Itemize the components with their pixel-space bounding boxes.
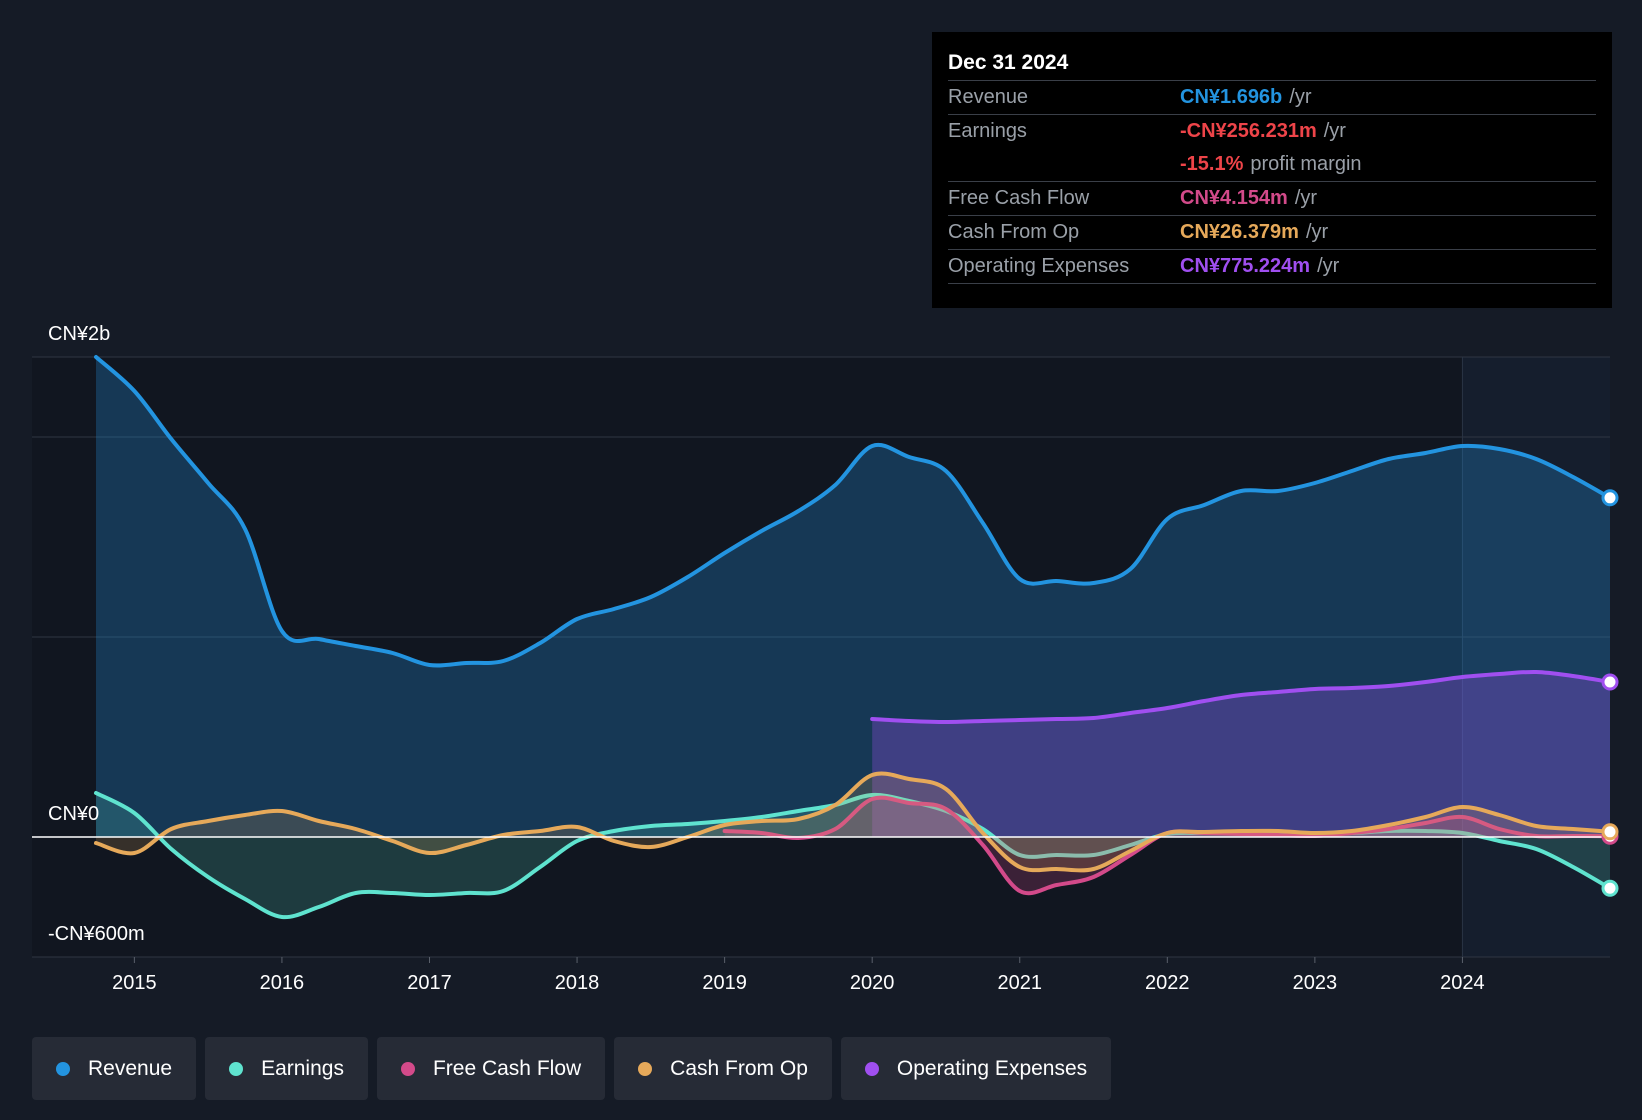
- tooltip-value: CN¥26.379m: [1180, 221, 1299, 243]
- revenue-end-marker: [1601, 489, 1619, 507]
- tooltip-label: Cash From Op: [948, 221, 1080, 243]
- cash-from-op-area: [96, 773, 1610, 871]
- tooltip-row-free-cash-flow: Free Cash Flow CN¥4.154m /yr: [948, 181, 1596, 215]
- x-tick-label: 2017: [407, 972, 452, 994]
- y-tick-label-top: CN¥2b: [48, 323, 110, 345]
- x-tick-label: 2015: [112, 972, 157, 994]
- tooltip-label: Revenue: [948, 86, 1029, 108]
- legend-item-free-cash-flow[interactable]: Free Cash Flow: [376, 1037, 606, 1100]
- legend-label: Revenue: [88, 1056, 173, 1080]
- tooltip-panel: Dec 31 2024 Revenue CN¥1.696b /yr Earnin…: [932, 32, 1612, 308]
- tooltip-suffix: /yr: [1317, 255, 1340, 277]
- operating-expenses-area: [872, 671, 1610, 837]
- operating-expenses-line: [870, 669, 1612, 724]
- cash-from-op-end-marker: [1601, 823, 1619, 841]
- tooltip-row-profit-margin: -15.1% profit margin: [948, 148, 1596, 181]
- earnings-end-marker: [1601, 879, 1619, 897]
- operating-expenses-end-marker: [1601, 673, 1619, 691]
- legend-item-revenue[interactable]: Revenue: [32, 1037, 197, 1100]
- tooltip-value: -CN¥256.231m: [1180, 120, 1317, 142]
- tooltip-suffix: /yr: [1323, 120, 1346, 142]
- free-cash-flow-area: [724, 797, 1610, 894]
- chart-plot-background: [32, 357, 1610, 957]
- x-tick-label: 2019: [702, 972, 747, 994]
- tooltip-value: CN¥1.696b: [1180, 86, 1283, 108]
- earnings-area: [96, 793, 1610, 918]
- tooltip-value: CN¥775.224m: [1180, 255, 1311, 277]
- cash-from-op-dot-icon: [638, 1061, 653, 1076]
- tooltip-date: Dec 31 2024: [948, 51, 1069, 74]
- legend-label: Free Cash Flow: [432, 1056, 582, 1080]
- operating-expenses-dot-icon: [864, 1061, 879, 1076]
- x-tick-label: 2018: [555, 972, 600, 994]
- tooltip-label: Earnings: [948, 120, 1027, 142]
- x-tick-label: 2022: [1145, 972, 1190, 994]
- tooltip-value: -15.1%: [1180, 153, 1244, 175]
- legend-item-operating-expenses[interactable]: Operating Expenses: [840, 1037, 1112, 1100]
- x-tick-label: 2020: [850, 972, 895, 994]
- y-tick-label-zero: CN¥0: [48, 803, 99, 825]
- revenue-line: [94, 355, 1612, 668]
- tooltip-row-earnings: Earnings -CN¥256.231m /yr: [948, 114, 1596, 148]
- y-tick-label-bottom: -CN¥600m: [48, 923, 145, 945]
- tooltip-suffix: /yr: [1289, 86, 1312, 108]
- tooltip-row-cash-from-op: Cash From Op CN¥26.379m /yr: [948, 215, 1596, 249]
- chart: CN¥2b CN¥0 -CN¥600m 2015 2016 2017 2018 2019…: [32, 323, 1619, 994]
- cash-from-op-line: [94, 771, 1612, 873]
- tooltip-suffix: /yr: [1294, 187, 1318, 209]
- legend-label: Earnings: [261, 1056, 344, 1080]
- x-tick-label: 2021: [997, 972, 1042, 994]
- legend-item-earnings[interactable]: Earnings: [205, 1037, 368, 1100]
- tooltip-suffix: /yr: [1305, 221, 1329, 243]
- tooltip-row-operating-expenses: Operating Expenses CN¥775.224m /yr: [948, 249, 1596, 283]
- tooltip-label: Operating Expenses: [948, 255, 1130, 277]
- legend-label: Operating Expenses: [896, 1056, 1088, 1080]
- tooltip-suffix: profit margin: [1250, 153, 1362, 175]
- revenue-area: [96, 357, 1610, 837]
- revenue-dot-icon: [56, 1061, 70, 1076]
- x-tick-label: 2024: [1440, 972, 1485, 994]
- tooltip-label: Free Cash Flow: [948, 187, 1090, 209]
- tooltip-value: CN¥4.154m: [1180, 187, 1288, 209]
- legend-item-cash-from-op[interactable]: Cash From Op: [614, 1037, 832, 1100]
- legend-label: Cash From Op: [670, 1056, 808, 1080]
- tooltip-label: [948, 148, 1180, 181]
- x-tick-label: 2016: [260, 972, 305, 994]
- x-tick-label: 2023: [1293, 972, 1338, 994]
- tooltip-row-revenue: Revenue CN¥1.696b /yr: [948, 80, 1596, 114]
- tooltip-divider: [948, 283, 1596, 285]
- legend: Revenue Earnings Free Cash Flow Cash Fro…: [32, 1037, 1120, 1100]
- earnings-dot-icon: [229, 1061, 244, 1076]
- free-cash-flow-dot-icon: [400, 1061, 415, 1076]
